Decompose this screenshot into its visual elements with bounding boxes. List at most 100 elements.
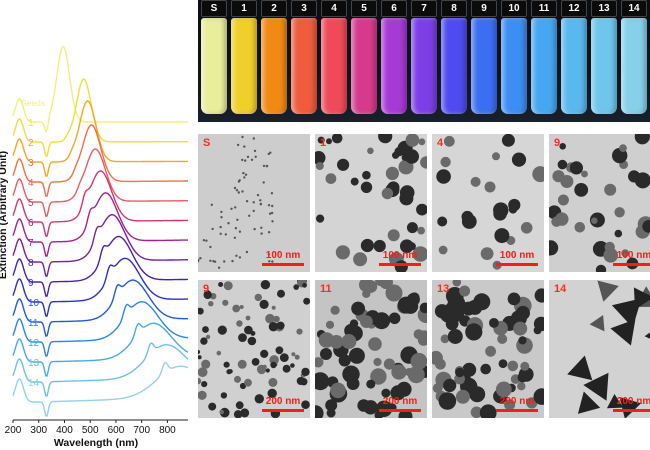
series-label-6: 6 bbox=[28, 218, 34, 229]
series-label-11: 11 bbox=[28, 318, 39, 329]
particle bbox=[262, 164, 266, 168]
particle bbox=[200, 337, 208, 345]
particle bbox=[329, 335, 344, 349]
particle bbox=[396, 381, 412, 397]
particle bbox=[254, 155, 257, 158]
x-tick-label: 300 bbox=[30, 425, 47, 436]
vial-label: 7 bbox=[421, 3, 427, 14]
particle bbox=[220, 210, 223, 214]
tem-panel-label: 13 bbox=[437, 283, 450, 295]
spectra-curves bbox=[12, 45, 189, 417]
particle bbox=[518, 336, 527, 345]
vial-liquid bbox=[381, 18, 407, 114]
particle bbox=[242, 171, 245, 175]
particle bbox=[335, 245, 350, 260]
particle bbox=[256, 193, 260, 197]
particle bbox=[224, 233, 227, 236]
particle bbox=[209, 259, 212, 262]
particle bbox=[241, 135, 244, 139]
tem-panel-1: 1 100 nm bbox=[315, 134, 427, 272]
particle bbox=[223, 260, 226, 263]
particle bbox=[470, 176, 481, 187]
particle bbox=[235, 401, 244, 410]
particle bbox=[279, 353, 289, 362]
vial-10: 10 bbox=[500, 0, 528, 122]
particle bbox=[198, 258, 200, 262]
particle bbox=[201, 381, 208, 388]
spectrum-line-seeds bbox=[12, 45, 188, 134]
particle bbox=[244, 378, 252, 387]
particle bbox=[485, 345, 496, 357]
tem-panel-label: 4 bbox=[437, 137, 444, 149]
particle bbox=[507, 292, 521, 306]
particle bbox=[418, 138, 426, 146]
vial-label: 11 bbox=[538, 3, 550, 14]
particle bbox=[209, 245, 212, 249]
vial-label: 2 bbox=[271, 3, 277, 14]
particle bbox=[253, 149, 257, 153]
particle bbox=[374, 410, 384, 418]
particle bbox=[350, 177, 359, 186]
scale-bar: 100 nm bbox=[379, 244, 421, 266]
particle bbox=[252, 137, 255, 140]
series-label-2: 2 bbox=[28, 138, 34, 149]
particle bbox=[269, 151, 272, 154]
vial-cap: 13 bbox=[591, 0, 617, 17]
vial-liquid bbox=[261, 18, 287, 114]
series-label-14: 14 bbox=[28, 378, 40, 389]
vial-8: 8 bbox=[440, 0, 468, 122]
particle bbox=[438, 392, 457, 410]
particle bbox=[560, 175, 574, 188]
particle bbox=[315, 151, 326, 165]
particle bbox=[410, 352, 427, 370]
particle bbox=[360, 315, 373, 328]
scale-bar-text: 100 nm bbox=[265, 250, 301, 261]
particle bbox=[250, 158, 254, 161]
particle bbox=[574, 183, 589, 197]
particle bbox=[228, 369, 233, 374]
series-label-13: 13 bbox=[28, 358, 40, 369]
particle bbox=[381, 388, 391, 398]
particle bbox=[268, 322, 279, 332]
particle bbox=[567, 355, 593, 381]
particle bbox=[238, 230, 242, 233]
scale-bar: 200 nm bbox=[496, 390, 538, 412]
particle bbox=[346, 377, 360, 390]
particle bbox=[302, 282, 307, 288]
particle bbox=[254, 293, 262, 302]
particle bbox=[275, 346, 284, 355]
tem-particles bbox=[315, 134, 427, 272]
tem-panel-label: 9 bbox=[203, 283, 210, 295]
particle bbox=[443, 378, 457, 392]
particle bbox=[290, 363, 295, 368]
vial-liquid bbox=[471, 18, 497, 114]
vial-liquid bbox=[351, 18, 377, 114]
particle bbox=[244, 325, 253, 335]
particle bbox=[208, 402, 217, 411]
vial-2: 2 bbox=[260, 0, 288, 122]
particle bbox=[517, 382, 526, 391]
particle bbox=[557, 159, 568, 170]
scale-bar: 200 nm bbox=[379, 390, 421, 412]
series-label-4: 4 bbox=[28, 178, 34, 189]
spectrum-line-2 bbox=[12, 100, 188, 177]
vial-liquid bbox=[441, 18, 467, 114]
vial-cap: 12 bbox=[561, 0, 587, 17]
particle bbox=[325, 173, 337, 184]
particle bbox=[220, 216, 223, 219]
particle bbox=[233, 236, 237, 239]
particle bbox=[291, 352, 296, 357]
scale-bar-line bbox=[613, 263, 650, 266]
scale-bar-line bbox=[262, 263, 304, 266]
particle bbox=[210, 203, 213, 206]
vial-label: 1 bbox=[241, 3, 247, 14]
particle bbox=[216, 350, 222, 356]
particle bbox=[420, 156, 427, 169]
particle bbox=[595, 264, 607, 272]
particle bbox=[235, 189, 239, 192]
x-tick-label: 800 bbox=[159, 425, 176, 436]
particle bbox=[232, 304, 241, 313]
particle bbox=[405, 368, 414, 377]
particle bbox=[549, 240, 559, 256]
